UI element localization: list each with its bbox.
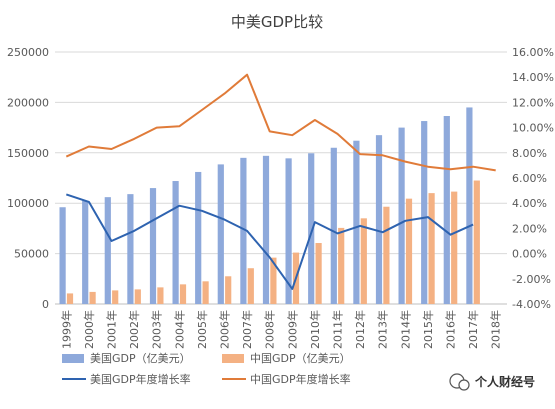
bar — [172, 181, 179, 304]
x-tick-label: 2009年 — [285, 310, 299, 349]
y-left-tick-label: 250000 — [7, 46, 49, 59]
legend-label: 美国GDP（亿美元） — [90, 352, 191, 365]
bar — [66, 293, 74, 304]
legend-label: 美国GDP年度增长率 — [90, 372, 191, 386]
bar — [308, 153, 315, 304]
y-right-tick-label: -2.00% — [512, 273, 551, 286]
y-right-tick-label: 12.00% — [512, 96, 554, 109]
y-left-tick-label: 50000 — [14, 248, 49, 261]
y-right-tick-label: 6.00% — [512, 172, 547, 185]
x-tick-label: 2017年 — [466, 310, 480, 349]
bar — [240, 157, 247, 304]
y-right-tick-label: -4.00% — [512, 298, 551, 311]
bar — [315, 243, 322, 304]
legend-label: 中国GDP年度增长率 — [250, 372, 351, 386]
x-tick-label: 2005年 — [195, 310, 209, 349]
line-series — [65, 73, 496, 290]
x-tick-label: 2008年 — [263, 310, 277, 349]
bar — [405, 198, 413, 304]
bar — [202, 281, 209, 304]
y-right-tick-label: 0.00% — [512, 248, 547, 261]
y-right-tick-label: 10.00% — [512, 122, 554, 135]
x-tick-label: 2012年 — [353, 310, 367, 349]
watermark: 个人财经号 — [449, 373, 535, 391]
x-tick-label: 2001年 — [105, 310, 119, 349]
y-right-tick-label: 4.00% — [512, 197, 547, 210]
bar — [225, 276, 232, 304]
bar — [127, 194, 134, 304]
x-tick-label: 2007年 — [240, 310, 254, 349]
bar — [360, 218, 367, 304]
bar — [330, 147, 337, 304]
y-left-tick-label: 200000 — [7, 96, 49, 109]
y-left-tick-label: 0 — [42, 298, 49, 311]
x-tick-label: 2015年 — [421, 310, 435, 349]
bar — [428, 193, 435, 304]
y-right-tick-label: 2.00% — [512, 222, 547, 235]
x-tick-label: 2006年 — [218, 310, 232, 349]
bar — [285, 158, 292, 304]
x-tick-label: 2002年 — [127, 310, 141, 349]
bar — [195, 171, 202, 304]
bar-series — [59, 107, 480, 305]
chart-title: 中美GDP比较 — [231, 13, 323, 31]
bar — [473, 180, 480, 304]
x-tick-label: 2018年 — [489, 310, 503, 349]
bar — [398, 127, 405, 304]
y-right-tick-label: 8.00% — [512, 147, 547, 160]
bar — [112, 290, 119, 304]
x-tick-label: 2004年 — [172, 310, 186, 349]
x-tick-label: 2013年 — [376, 310, 390, 349]
line-series-path — [65, 193, 474, 290]
x-tick-label: 2014年 — [398, 310, 412, 349]
y-right-tick-label: 16.00% — [512, 46, 554, 59]
bar — [157, 287, 164, 304]
bar — [262, 155, 270, 304]
x-tick-label: 2016年 — [444, 310, 458, 349]
x-tick-label: 2010年 — [308, 310, 322, 349]
line-series-path — [65, 73, 496, 172]
bar — [375, 135, 383, 304]
bar — [353, 140, 360, 304]
axis-ticks: 0 50000 100000 150000 200000 250000 -4.00% -2.0… — [7, 46, 554, 349]
x-tick-label: 2000年 — [82, 310, 96, 349]
bar — [338, 227, 345, 304]
bar — [421, 121, 428, 304]
bar — [179, 284, 187, 304]
watermark-text: 个人财经号 — [474, 374, 535, 389]
bar — [451, 191, 458, 304]
x-tick-label: 2011年 — [331, 310, 345, 349]
legend-swatch — [222, 354, 244, 363]
bar — [443, 116, 450, 305]
bar — [217, 164, 224, 304]
wechat-icon-inner — [458, 379, 470, 391]
bar — [82, 200, 89, 304]
bar — [89, 291, 96, 304]
bar — [247, 268, 254, 304]
bar — [466, 107, 473, 304]
x-tick-label: 2003年 — [150, 310, 164, 349]
x-tick-label: 1999年 — [59, 310, 73, 349]
bar — [59, 207, 66, 304]
y-right-tick-label: 14.00% — [512, 71, 554, 84]
legend: 美国GDP（亿美元） 中国GDP（亿美元） 美国GDP年度增长率 中国GDP年度增长率 — [62, 352, 351, 386]
y-left-tick-label: 100000 — [7, 197, 49, 210]
bar — [383, 206, 390, 304]
legend-swatch — [62, 354, 84, 363]
y-left-tick-label: 150000 — [7, 147, 49, 160]
bar — [270, 257, 277, 304]
legend-label: 中国GDP（亿美元） — [250, 352, 351, 365]
bar — [149, 188, 157, 304]
bar — [104, 197, 111, 304]
bar — [134, 289, 141, 304]
